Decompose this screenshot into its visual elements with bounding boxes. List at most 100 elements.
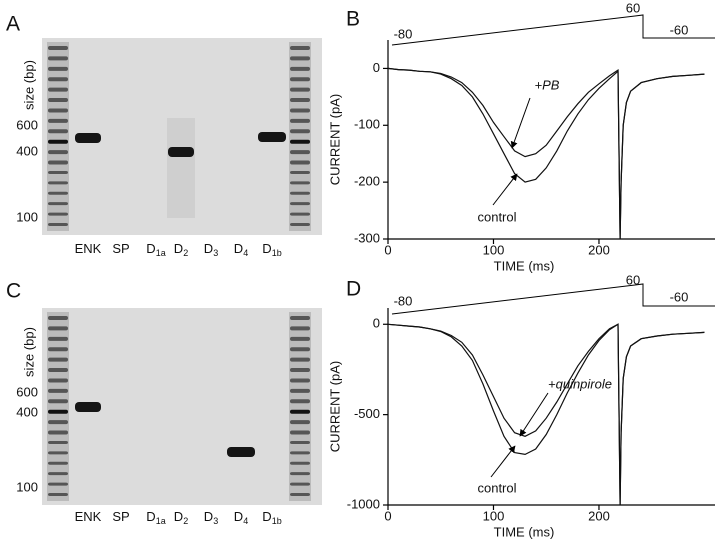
current-trace	[387, 323, 705, 506]
size-tick-label: 100	[16, 479, 38, 494]
lane-subscript: 4	[243, 248, 248, 258]
lane-label: ENK	[75, 241, 102, 256]
ladder-band	[290, 420, 310, 425]
lane-subscript: 1b	[272, 516, 282, 526]
lane-name: D	[204, 241, 213, 256]
ladder-band	[48, 440, 68, 444]
ladder-band	[48, 170, 68, 174]
protocol-label: -60	[670, 22, 689, 37]
panel-letter: D	[346, 278, 361, 301]
lane-name: D	[174, 241, 183, 256]
ladder-band	[48, 336, 68, 341]
voltage-protocol	[391, 14, 715, 46]
ladder-band	[48, 368, 68, 373]
ladder-band	[290, 482, 310, 486]
lane-label: D2	[174, 509, 188, 526]
y-tick-label: -500	[354, 406, 380, 421]
x-tick-label: 0	[384, 242, 391, 257]
y-tick-label: -100	[354, 117, 380, 132]
lane-name: ENK	[75, 509, 102, 524]
ladder-band	[48, 139, 68, 144]
ladder-band	[48, 388, 68, 393]
y-tick-label: 0	[373, 316, 380, 331]
ladder-band	[48, 150, 68, 155]
annotation-arrow	[519, 392, 549, 437]
lane-subscript: 2	[183, 248, 188, 258]
ladder-band	[48, 108, 68, 113]
size-tick-label: 600	[16, 117, 38, 132]
ladder-band	[48, 326, 68, 331]
lane-name: D	[204, 509, 213, 524]
lane-label: SP	[112, 241, 129, 256]
ladder-band	[48, 430, 68, 435]
lane-name: SP	[112, 509, 129, 524]
lane-name: D	[234, 509, 243, 524]
trace-annotation: control	[477, 209, 516, 224]
current-trace	[387, 323, 705, 506]
x-axis-label: TIME (ms)	[494, 524, 555, 539]
y-tick-label: -300	[354, 230, 380, 245]
ladder-band	[290, 202, 310, 206]
gel-band	[258, 132, 286, 142]
panel-letter: A	[6, 13, 20, 36]
lane-name: D	[234, 241, 243, 256]
lane-label: D1a	[146, 241, 165, 258]
voltage-protocol	[391, 283, 715, 315]
size-axis-label: size (bp)	[21, 327, 36, 377]
protocol-label: 60	[626, 272, 640, 287]
lane-label: D2	[174, 241, 188, 258]
protocol-label: -60	[670, 289, 689, 304]
lane-name: D	[174, 509, 183, 524]
size-tick-label: 400	[16, 143, 38, 158]
ladder-band	[48, 399, 68, 404]
ladder-band	[290, 181, 310, 185]
lane-label: D1b	[262, 509, 281, 526]
lane-label: SP	[112, 509, 129, 524]
ladder-band	[290, 451, 310, 455]
x-tick-label: 100	[483, 242, 505, 257]
panel-letter: B	[346, 8, 360, 31]
ladder-band	[290, 129, 310, 134]
size-tick-label: 400	[16, 404, 38, 419]
ladder-band	[290, 316, 310, 320]
y-axis-label: CURRENT (pA)	[327, 94, 342, 186]
ladder-band	[290, 357, 310, 362]
lane-label: D3	[204, 241, 218, 258]
x-tick-label: 0	[384, 508, 391, 523]
protocol-label: -80	[394, 293, 413, 308]
ladder-band	[290, 150, 310, 155]
ladder-band	[48, 66, 68, 71]
lane-label: D3	[204, 509, 218, 526]
ladder-band	[290, 46, 310, 50]
size-axis-label: size (bp)	[21, 60, 36, 110]
annotation-arrow	[492, 173, 518, 206]
trace-annotation: +quinpirole	[548, 376, 612, 391]
y-tick-label: -1000	[347, 496, 380, 511]
lane-label: D4	[234, 241, 248, 258]
ladder-band	[290, 118, 310, 123]
lane-name: D	[262, 241, 271, 256]
ladder-band	[290, 66, 310, 71]
panel-letter: C	[6, 280, 21, 303]
gel-band	[168, 147, 194, 157]
y-axis-label: CURRENT (pA)	[327, 361, 342, 453]
ladder-band	[290, 347, 310, 352]
ladder-band	[48, 357, 68, 362]
lane-subscript: 1a	[156, 516, 166, 526]
gel-smear	[167, 118, 195, 218]
trace-annotation: +PB	[535, 77, 560, 92]
gel-band	[227, 447, 255, 457]
ladder-band	[290, 139, 310, 144]
gel-band	[75, 133, 101, 143]
ladder-band	[290, 461, 310, 465]
ladder-band	[48, 77, 68, 82]
ladder-band	[48, 451, 68, 455]
lane-subscript: 3	[213, 248, 218, 258]
ladder-band	[48, 118, 68, 123]
ladder-band	[48, 181, 68, 185]
x-axis-label: TIME (ms)	[494, 258, 555, 273]
x-tick-label: 200	[588, 508, 610, 523]
ladder-band	[48, 493, 68, 496]
lane-subscript: 1a	[156, 248, 166, 258]
